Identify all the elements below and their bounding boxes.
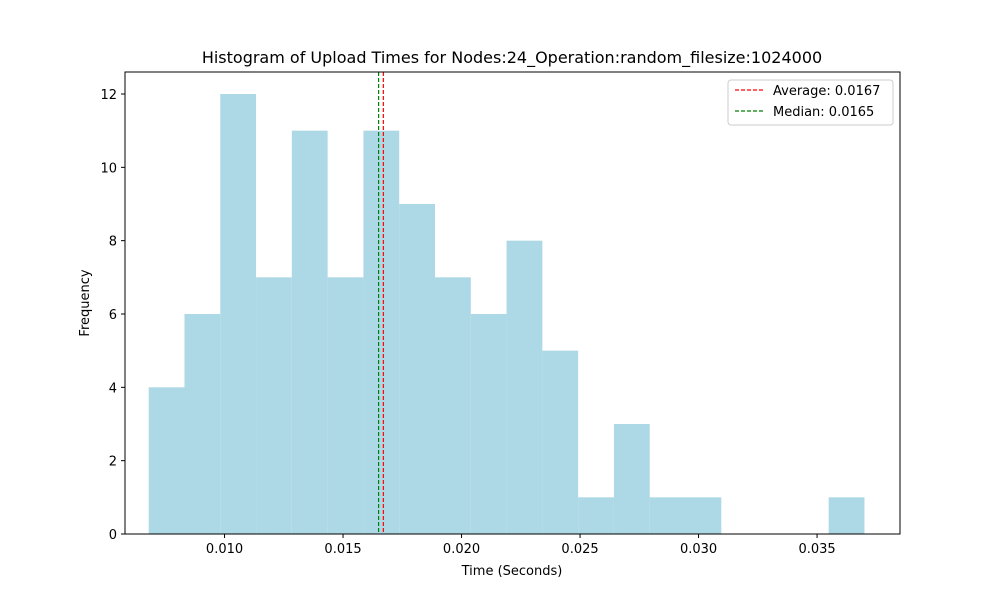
y-tick-label: 6 xyxy=(109,308,117,323)
x-tick-label: 0.030 xyxy=(680,542,717,557)
histogram-bars xyxy=(148,94,865,534)
reference-lines xyxy=(377,72,384,534)
histogram-bar xyxy=(685,497,722,534)
histogram-bar xyxy=(613,424,650,534)
y-tick-label: 8 xyxy=(109,235,117,250)
histogram-bar xyxy=(184,314,221,534)
y-tick-label: 2 xyxy=(109,455,117,470)
y-tick-label: 4 xyxy=(109,381,117,396)
chart-title: Histogram of Upload Times for Nodes:24_O… xyxy=(202,48,822,68)
histogram-bar xyxy=(327,277,364,534)
histogram-bar xyxy=(542,350,579,534)
histogram-bar xyxy=(470,314,507,534)
x-axis-label: Time (Seconds) xyxy=(461,564,563,579)
x-tick-label: 0.010 xyxy=(206,542,243,557)
histogram-bar xyxy=(148,387,185,534)
histogram-bar xyxy=(256,277,292,534)
legend-label: Average: 0.0167 xyxy=(773,84,880,99)
x-tick-label: 0.025 xyxy=(561,542,598,557)
y-axis-label: Frequency xyxy=(78,269,93,336)
histogram-bar xyxy=(291,130,328,534)
y-tick-label: 12 xyxy=(100,88,117,103)
legend-box xyxy=(727,79,894,126)
histogram-bar xyxy=(435,277,471,534)
y-axis-ticks: 0 2 4 6 8 10 12 xyxy=(100,88,125,543)
x-tick-label: 0.015 xyxy=(324,542,361,557)
histogram-bar xyxy=(649,497,686,534)
legend-label: Median: 0.0165 xyxy=(773,105,874,120)
x-tick-label: 0.020 xyxy=(443,542,480,557)
histogram-bar xyxy=(399,204,435,534)
histogram-bar xyxy=(220,94,257,534)
x-axis-ticks: 0.010 0.015 0.020 0.025 0.030 0.035 xyxy=(206,534,836,557)
histogram-bar xyxy=(828,497,865,534)
x-tick-label: 0.035 xyxy=(798,542,835,557)
plot-frame xyxy=(124,71,901,535)
histogram-bar xyxy=(363,130,400,534)
legend: Average: 0.0167 Median: 0.0165 xyxy=(727,79,894,126)
y-tick-label: 10 xyxy=(100,161,117,176)
histogram-bar xyxy=(578,497,614,534)
histogram-bar xyxy=(506,240,543,534)
y-tick-label: 0 xyxy=(109,528,117,543)
